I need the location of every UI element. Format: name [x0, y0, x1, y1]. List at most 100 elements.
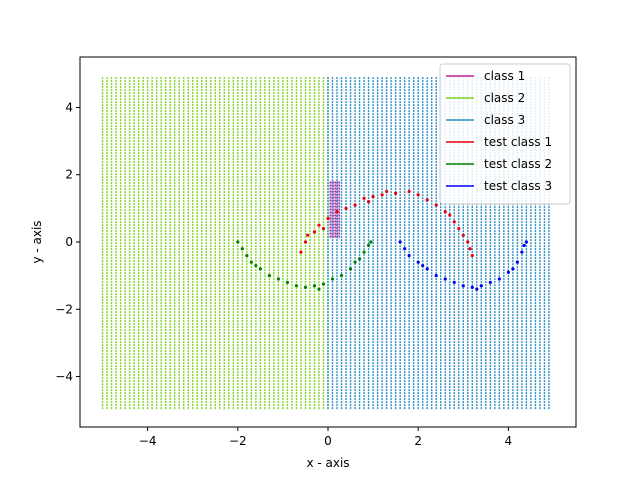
data-point — [344, 206, 348, 210]
data-point — [276, 277, 280, 281]
data-point — [488, 280, 492, 284]
legend-item: class 1 — [446, 69, 525, 83]
legend-item: test class 1 — [446, 135, 552, 149]
data-point — [285, 280, 290, 284]
x-tick-label: −2 — [229, 434, 247, 448]
data-point — [362, 196, 366, 200]
data-point — [371, 194, 375, 199]
data-point — [479, 284, 483, 288]
data-point — [353, 203, 357, 207]
data-point — [416, 260, 420, 264]
data-point — [339, 274, 344, 278]
data-point — [434, 203, 438, 207]
legend-label: class 2 — [484, 91, 525, 105]
data-point — [267, 274, 271, 278]
data-point — [416, 193, 420, 197]
y-axis-label: y - axis — [30, 220, 44, 263]
data-point — [448, 213, 452, 217]
data-point — [461, 233, 465, 237]
data-point — [425, 267, 429, 271]
y-tick-label: 2 — [65, 168, 73, 182]
y-axis-ticks: −4 −2 0 2 4 — [55, 100, 80, 384]
data-point — [515, 260, 519, 264]
data-point — [366, 200, 371, 204]
data-point — [299, 250, 303, 254]
data-point — [466, 240, 470, 244]
data-point — [312, 284, 317, 288]
legend-label: test class 3 — [484, 179, 552, 193]
data-point — [369, 240, 373, 244]
data-point — [443, 210, 447, 214]
data-point — [240, 247, 244, 251]
data-point — [522, 243, 526, 247]
x-axis-label: x - axis — [306, 456, 349, 470]
series-test-class-2 — [236, 240, 373, 291]
data-point — [357, 257, 362, 261]
data-point — [236, 240, 240, 244]
data-point — [306, 233, 310, 237]
legend-label: class 3 — [484, 113, 525, 127]
data-point — [407, 189, 411, 194]
data-point — [398, 240, 402, 244]
data-point — [468, 247, 472, 251]
data-point — [506, 270, 510, 274]
data-point — [249, 260, 253, 264]
legend-item: class 3 — [446, 113, 525, 127]
legend-item: class 2 — [446, 91, 525, 105]
data-point — [294, 284, 299, 288]
data-point — [303, 240, 308, 244]
legend-label: class 1 — [484, 69, 525, 83]
legend-label: test class 1 — [484, 135, 552, 149]
data-point — [245, 253, 249, 258]
data-point — [443, 277, 447, 281]
y-tick-label: 4 — [65, 100, 73, 114]
data-point — [470, 253, 474, 258]
data-point — [497, 277, 501, 281]
data-point — [335, 210, 339, 214]
x-tick-label: 2 — [414, 434, 422, 448]
data-point — [470, 285, 474, 290]
region-class-2 — [101, 77, 329, 411]
data-point — [321, 226, 326, 231]
data-point — [425, 198, 429, 202]
data-point — [475, 287, 479, 291]
data-point — [385, 189, 389, 194]
data-point — [434, 274, 438, 278]
y-tick-label: −4 — [55, 370, 73, 384]
data-point — [394, 191, 398, 195]
data-point — [330, 277, 335, 281]
x-tick-label: 0 — [324, 434, 332, 448]
data-point — [452, 280, 456, 284]
legend-label: test class 2 — [484, 157, 552, 171]
data-point — [303, 285, 308, 290]
data-point — [353, 260, 357, 264]
legend-item: test class 2 — [446, 157, 552, 171]
data-point — [254, 263, 258, 268]
region-class-1 — [329, 181, 340, 239]
data-point — [348, 267, 353, 271]
data-point — [524, 240, 529, 244]
data-point — [258, 267, 262, 271]
data-point — [312, 230, 317, 234]
y-tick-label: 0 — [65, 235, 73, 249]
x-tick-label: −4 — [139, 434, 157, 448]
data-point — [326, 216, 330, 221]
legend-item: test class 3 — [446, 179, 552, 193]
data-point — [317, 223, 321, 227]
data-point — [362, 250, 366, 254]
data-point — [317, 287, 321, 291]
x-tick-label: 4 — [505, 434, 513, 448]
data-point — [520, 250, 524, 254]
data-point — [321, 282, 326, 286]
test-points — [236, 189, 529, 291]
data-point — [403, 247, 407, 251]
data-point — [421, 263, 425, 268]
data-point — [457, 226, 461, 231]
data-point — [407, 253, 411, 258]
series-test-class-1 — [299, 189, 474, 258]
data-point — [366, 243, 371, 247]
data-point — [511, 267, 515, 271]
data-point — [380, 193, 384, 197]
series-test-class-3 — [398, 240, 529, 291]
